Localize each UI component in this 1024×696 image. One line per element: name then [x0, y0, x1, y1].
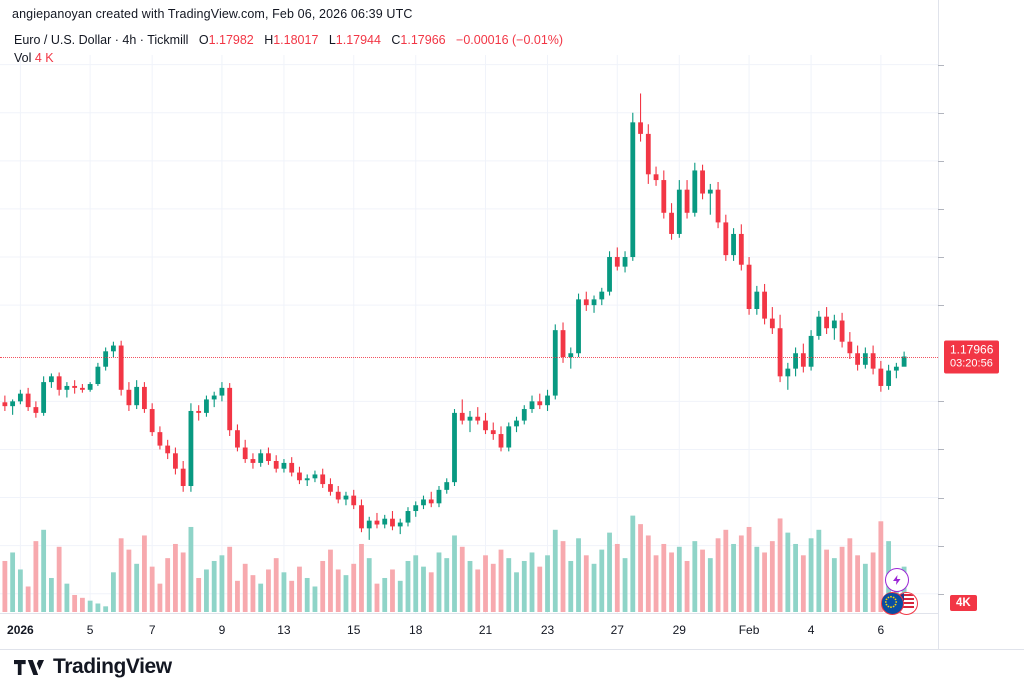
time-axis-label: 21 — [478, 623, 493, 637]
legend-low-value: 1.17944 — [335, 33, 381, 47]
chart-legend: Euro / U.S. Dollar · 4h · Tickmill O1.17… — [14, 32, 563, 67]
legend-interval[interactable]: 4h — [122, 33, 137, 47]
price-axis-tick — [938, 545, 944, 547]
legend-sep-2: · — [139, 33, 144, 47]
price-axis-tick — [938, 112, 944, 114]
bar-countdown: 03:20:56 — [950, 357, 993, 369]
legend-volume-label: Vol — [14, 51, 32, 65]
eur-flag-icon — [881, 592, 904, 615]
current-price-badge[interactable]: 1.17966 03:20:56 — [944, 340, 1000, 373]
legend-volume-value: 4 K — [34, 51, 54, 65]
price-axis-bottom-divider — [938, 649, 1024, 650]
price-axis-tick — [938, 160, 944, 162]
price-axis-tick — [938, 257, 944, 259]
time-axis-label: Feb — [738, 623, 760, 637]
tradingview-mark-icon — [14, 659, 44, 675]
time-axis-label: 7 — [148, 623, 156, 637]
current-price-line — [0, 356, 938, 358]
legend-close-label: C — [391, 33, 401, 47]
time-axis-label: 18 — [409, 623, 423, 637]
legend-exchange[interactable]: Tickmill — [147, 33, 189, 47]
price-axis-tick — [938, 593, 944, 595]
currency-pair-flags[interactable] — [881, 592, 919, 615]
price-axis[interactable]: 1.210001.205001.200001.195001.190001.185… — [938, 55, 1024, 613]
price-axis-tick — [938, 64, 944, 66]
price-axis-divider — [938, 0, 939, 649]
time-axis-label: 4 — [807, 623, 815, 637]
attribution-text: angiepanoyan created with TradingView.co… — [12, 7, 413, 21]
eur-flag-glyph — [882, 593, 900, 611]
lightning-bolt-icon[interactable] — [885, 568, 909, 592]
legend-change: −0.00016 (−0.01%) — [456, 33, 564, 47]
chart-plot-area[interactable] — [0, 55, 938, 613]
tradingview-logo[interactable]: TradingView — [14, 655, 172, 679]
time-axis-label: 5 — [86, 623, 94, 637]
price-axis-tick — [938, 401, 944, 403]
time-axis-label: 23 — [540, 623, 555, 637]
price-axis-tick — [938, 449, 944, 451]
legend-close-value: 1.17966 — [400, 33, 446, 47]
price-axis-tick — [938, 497, 944, 499]
tradingview-wordmark: TradingView — [53, 655, 172, 678]
candlestick-series — [2, 93, 907, 612]
time-axis-label: 9 — [218, 623, 226, 637]
legend-open-value: 1.17982 — [208, 33, 254, 47]
time-axis-bottom-divider — [0, 649, 938, 650]
lightning-glyph — [893, 575, 901, 585]
legend-high-value: 1.18017 — [273, 33, 319, 47]
legend-low-label: L — [328, 33, 336, 47]
time-axis-divider — [0, 613, 938, 614]
time-axis-label: 2026 — [7, 623, 34, 637]
legend-open-label: O — [198, 33, 209, 47]
time-axis-label: 6 — [877, 623, 885, 637]
time-axis-label: 13 — [277, 623, 291, 637]
time-axis-label: 27 — [610, 623, 624, 637]
price-axis-tick — [938, 208, 944, 210]
current-price-value: 1.17966 — [950, 342, 994, 356]
time-axis[interactable]: 2026 5 7 9 13 15 18 21 23 27 29 Feb 4 6 — [0, 613, 938, 649]
legend-symbol[interactable]: Euro / U.S. Dollar — [14, 33, 112, 47]
legend-high-label: H — [264, 33, 274, 47]
volume-axis-badge[interactable]: 4K — [950, 595, 977, 611]
time-axis-label: 29 — [672, 623, 686, 637]
price-axis-tick — [938, 305, 944, 307]
time-axis-label: 15 — [347, 623, 361, 637]
legend-sep-1: · — [114, 33, 119, 47]
